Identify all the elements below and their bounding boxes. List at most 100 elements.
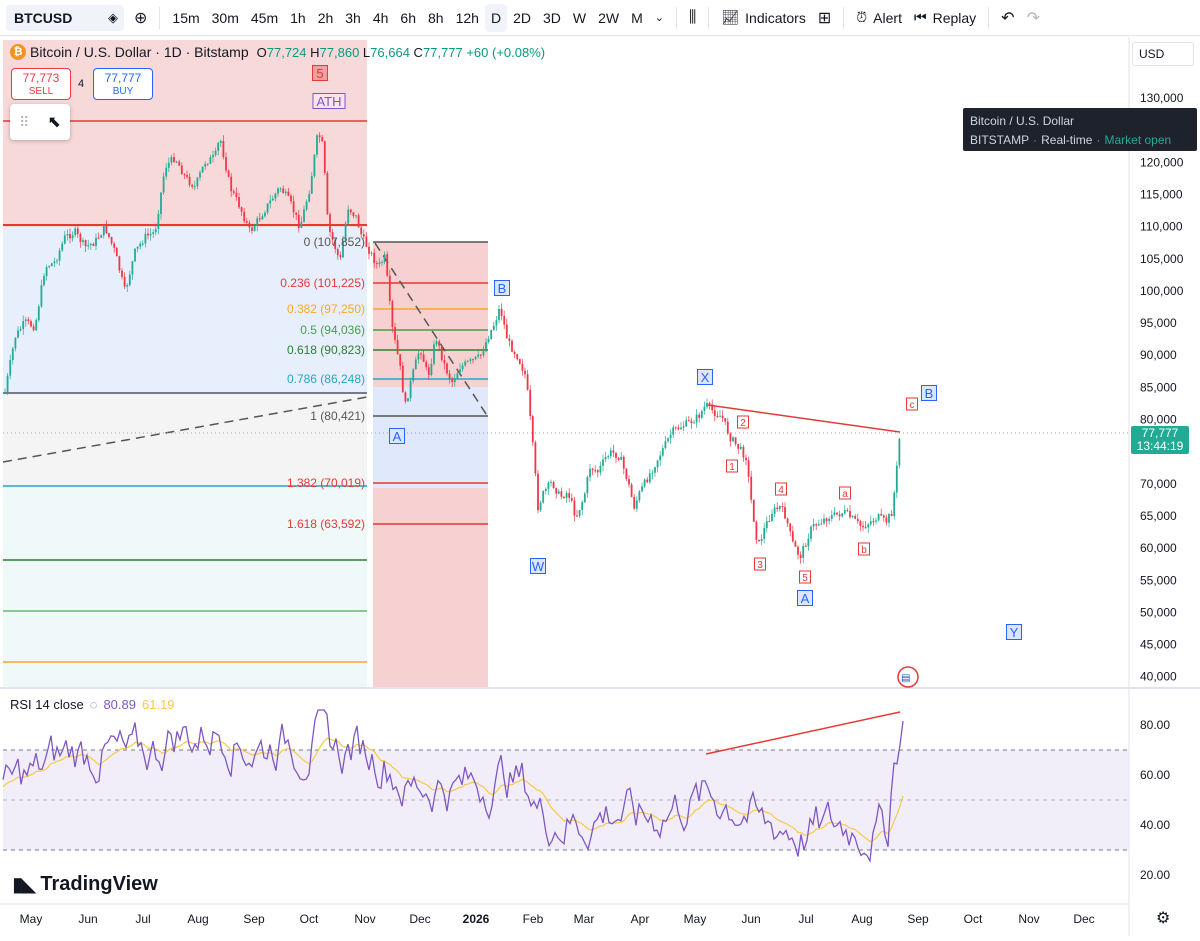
- interval-D[interactable]: D: [484, 3, 508, 32]
- candle-body: [126, 285, 129, 287]
- candle-body: [206, 163, 209, 165]
- templates-grid-icon[interactable]: ⊞: [817, 9, 832, 27]
- candle-body: [238, 197, 240, 208]
- candle-body: [375, 263, 378, 265]
- candle-body: [321, 137, 324, 142]
- wave-label-n5: 5: [802, 573, 808, 584]
- candle-body: [204, 163, 207, 167]
- symbol-search[interactable]: BTCUSD ◈: [6, 4, 124, 31]
- rsi-ma-line: [2, 737, 904, 843]
- candle-body: [635, 500, 638, 509]
- settings-gear-icon[interactable]: ⚙: [1156, 910, 1170, 927]
- candle-body: [604, 456, 607, 460]
- candle-body: [144, 233, 147, 244]
- candle-body: [102, 225, 105, 236]
- sell-button[interactable]: 77,773 SELL: [11, 68, 71, 100]
- wave-resistance-line: [707, 404, 901, 433]
- interval-W[interactable]: W: [572, 9, 587, 26]
- candle-body: [11, 348, 14, 361]
- alert-button[interactable]: ⏰︎ Alert: [850, 4, 908, 32]
- indicators-button[interactable]: 📈︎ Indicators: [715, 4, 811, 32]
- interval-M[interactable]: M: [631, 9, 643, 26]
- candle-body: [615, 452, 617, 458]
- candle-body: [37, 306, 40, 321]
- time-tick-label: Sep: [907, 912, 929, 926]
- interval-2h[interactable]: 2h: [317, 9, 334, 26]
- symbol-menu-icon[interactable]: ◈: [108, 9, 118, 25]
- chart-canvas[interactable]: 5 ATH A B W X Bc 1 2 3 4 5 Aa b Y 0 (107,852) 0.236 (10…: [0, 37, 1200, 936]
- time-tick-label: Jun: [741, 912, 760, 926]
- economic-event-icon[interactable]: [897, 666, 919, 688]
- candle-body: [526, 374, 529, 390]
- candle-body: [404, 392, 407, 402]
- interval-3D[interactable]: 3D: [542, 9, 561, 26]
- candles-chart-type-icon[interactable]: ⫼: [688, 8, 697, 26]
- wave-label-box: [697, 369, 713, 385]
- interval-more-chevron-icon[interactable]: ⌄: [654, 12, 664, 24]
- candle-body: [201, 166, 204, 173]
- interval-6h[interactable]: 6h: [400, 9, 416, 26]
- candle-body: [446, 363, 448, 374]
- change-value: +60 (+0.08%): [466, 44, 546, 60]
- drag-handle-icon[interactable]: ⠿: [19, 113, 30, 130]
- interval-12h[interactable]: 12h: [455, 9, 479, 26]
- candle-body: [165, 167, 168, 177]
- candle-body: [412, 369, 415, 381]
- candle-body: [139, 243, 142, 247]
- wave-label-box: [906, 397, 918, 411]
- redo-icon[interactable]: ↷: [1026, 9, 1040, 27]
- cursor-arrow-icon[interactable]: ⬉: [47, 114, 61, 131]
- interval-30m[interactable]: 30m: [211, 9, 239, 26]
- candle-body: [178, 161, 181, 166]
- replay-button[interactable]: ⏮︎ Replay: [908, 4, 982, 32]
- candle-body: [482, 351, 485, 356]
- candle-body: [149, 233, 152, 236]
- candle-body: [750, 476, 753, 500]
- interval-2W[interactable]: 2W: [598, 9, 620, 26]
- loading-icon: ◌: [89, 697, 98, 712]
- price-axis[interactable]: 130,000125,000120,000115,000110,000105,0…: [1140, 91, 1184, 684]
- candle-body: [383, 254, 386, 263]
- candle-body: [700, 410, 703, 418]
- alert-label: Alert: [873, 9, 902, 26]
- candle-body: [435, 341, 438, 345]
- candle-body: [253, 225, 256, 231]
- rsi-legend[interactable]: RSI 14 close ◌ 80.89 61.19: [10, 697, 175, 712]
- candle-body: [487, 338, 490, 343]
- candle-body: [599, 465, 602, 473]
- wave-label-box: [726, 459, 738, 473]
- time-axis[interactable]: May Jun Jul Aug Sep Oct Nov Dec 2026 Feb Mar Apr May…: [20, 912, 1095, 926]
- undo-icon[interactable]: ↶: [1001, 9, 1015, 27]
- wave-label-box: [799, 570, 811, 584]
- candle-body: [19, 329, 22, 331]
- currency-selector[interactable]: USD: [1132, 42, 1194, 66]
- candle-body: [461, 365, 464, 370]
- candle-body: [464, 361, 467, 366]
- candle-body: [661, 448, 664, 456]
- candle-body: [43, 276, 45, 286]
- interval-2D[interactable]: 2D: [513, 9, 531, 26]
- tradingview-logo[interactable]: ▮◣ TradingView: [12, 872, 158, 897]
- candle-body: [370, 252, 373, 254]
- interval-45m[interactable]: 45m: [250, 9, 279, 26]
- wave-label-five_top: 5: [316, 66, 323, 81]
- price-tick-label: 65,000: [1140, 509, 1177, 523]
- interval-4h[interactable]: 4h: [372, 9, 389, 26]
- candle-body: [693, 422, 695, 424]
- candle-body: [95, 237, 97, 246]
- interval-8h[interactable]: 8h: [428, 9, 444, 26]
- interval-1h[interactable]: 1h: [290, 9, 306, 26]
- buy-button[interactable]: 77,777 BUY: [93, 68, 153, 100]
- compare-add-icon[interactable]: ⊕: [134, 9, 148, 27]
- chart-legend[interactable]: ₿ Bitcoin / U.S. Dollar · 1D · Bitstamp …: [10, 44, 545, 60]
- fib-level-label: 1.618 (63,592): [287, 517, 365, 531]
- candle-body: [820, 523, 823, 525]
- candle-body: [118, 256, 121, 271]
- candle-body: [110, 236, 113, 244]
- candle-body: [136, 246, 139, 249]
- interval-3h[interactable]: 3h: [345, 9, 361, 26]
- interval-15m[interactable]: 15m: [172, 9, 200, 26]
- candle-body: [173, 157, 175, 162]
- candle-body: [134, 248, 136, 262]
